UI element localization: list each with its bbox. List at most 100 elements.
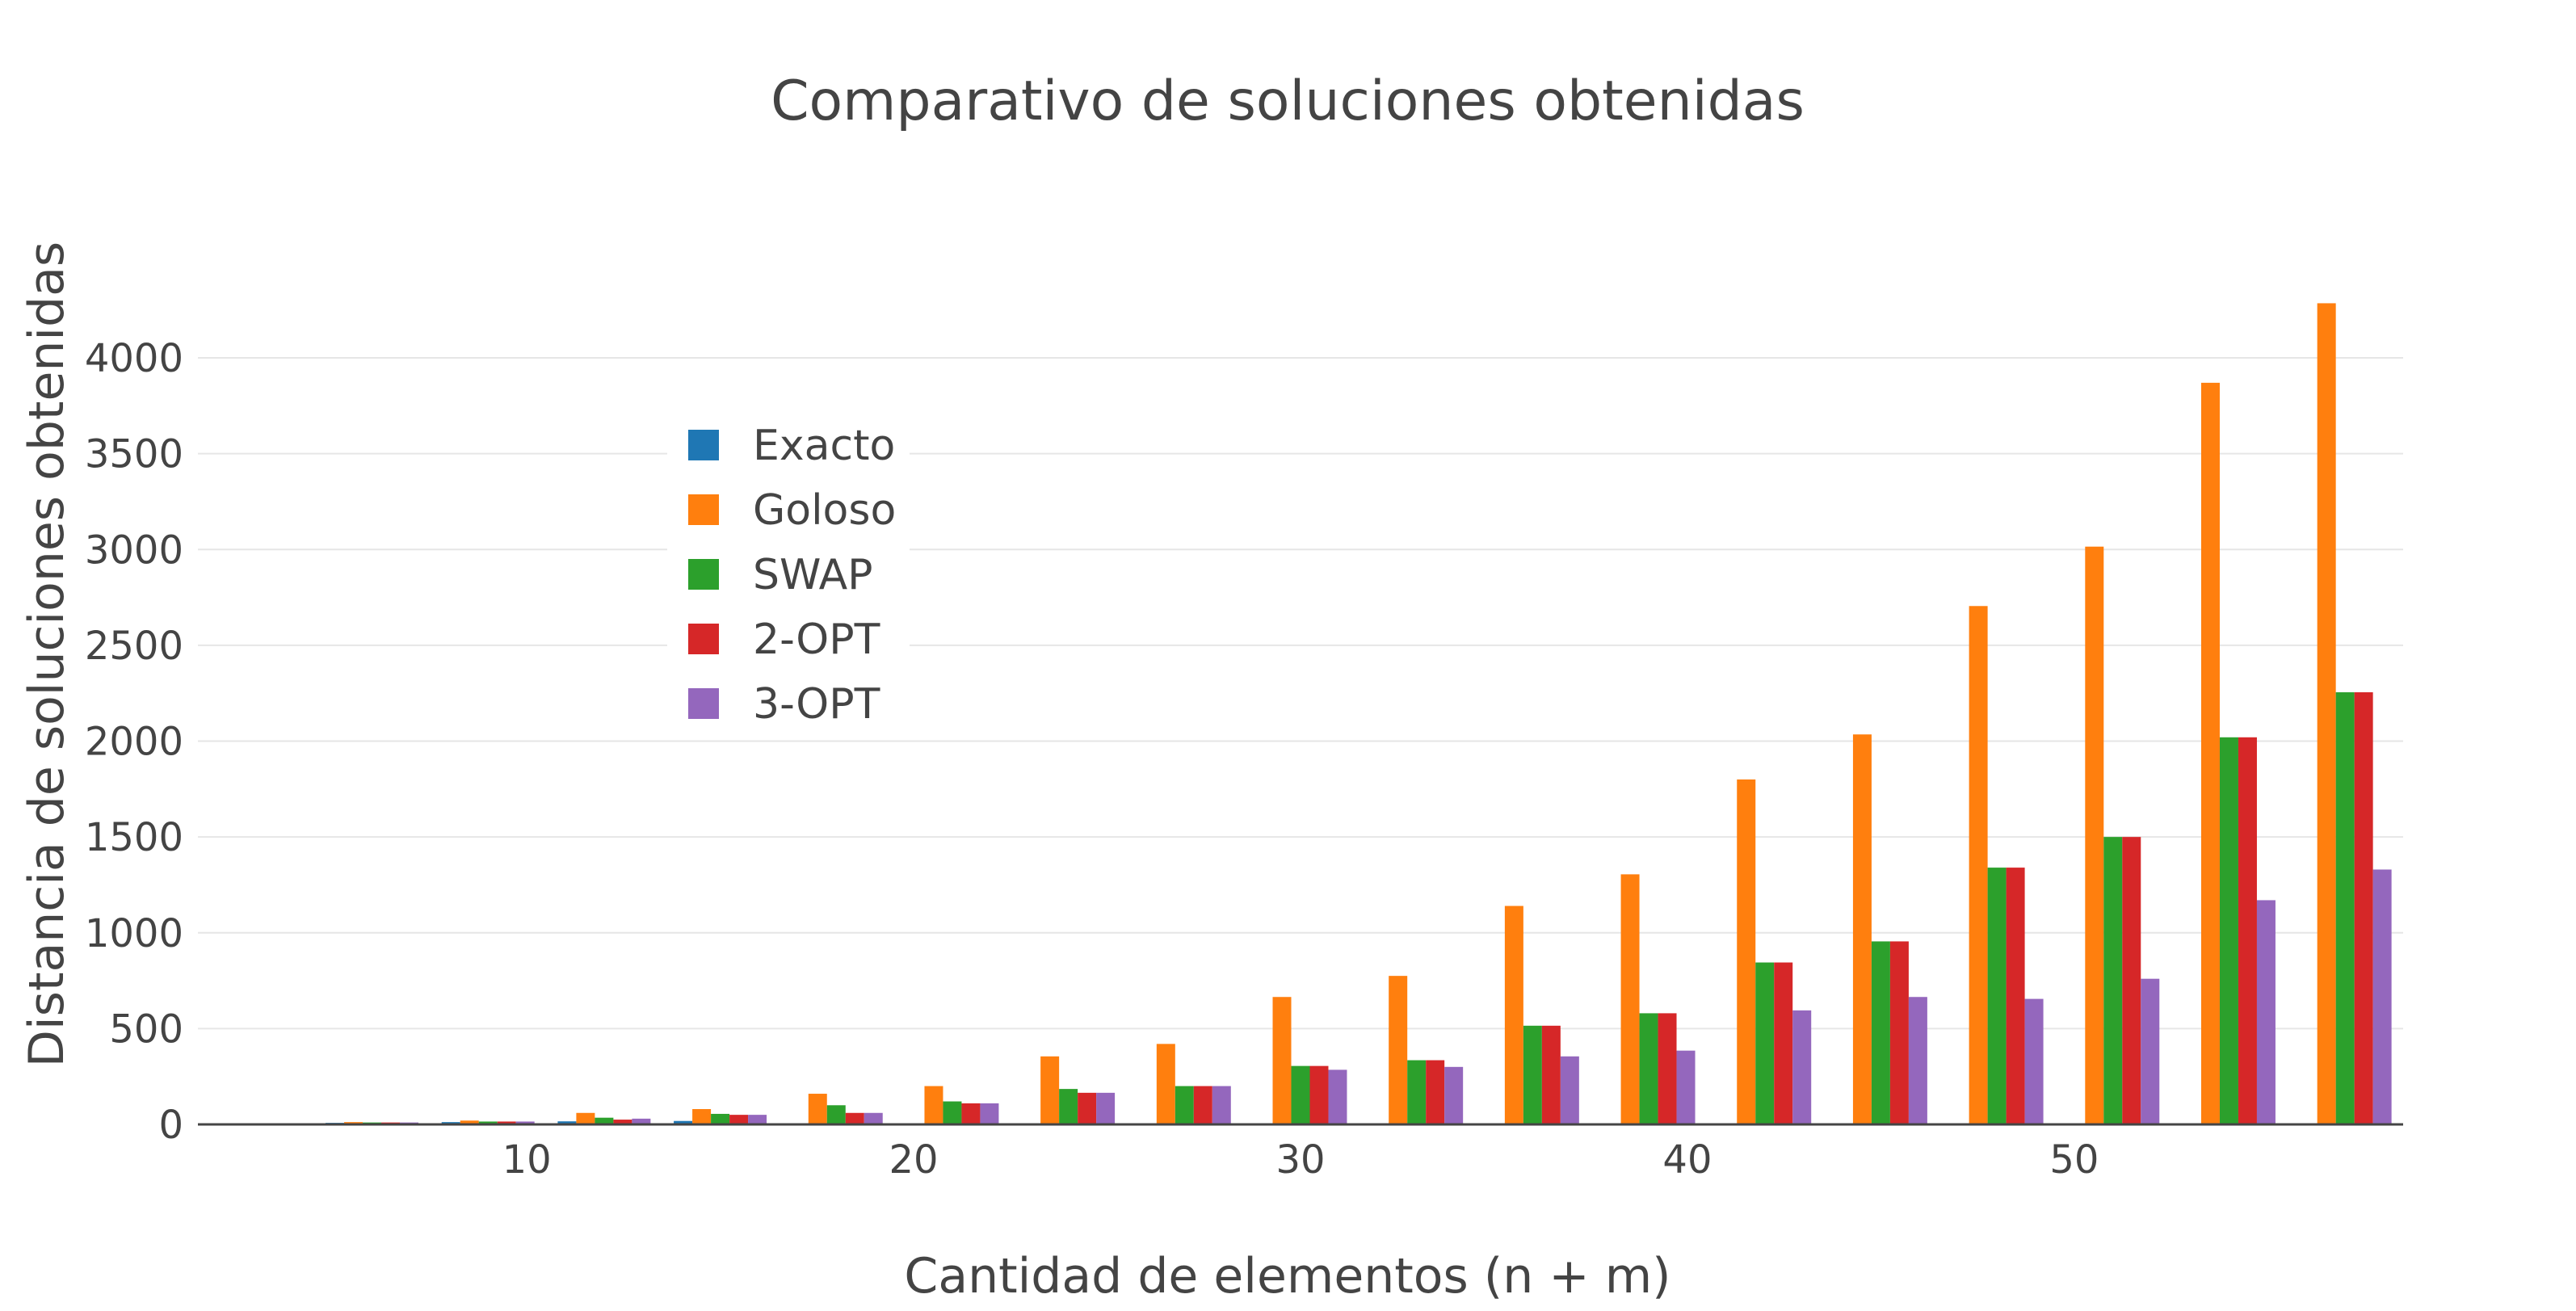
bar-2-opt-36 xyxy=(1541,1025,1561,1124)
bar-2-opt-21 xyxy=(961,1103,981,1124)
legend-label: Exacto xyxy=(753,422,895,470)
legend-label: Goloso xyxy=(753,486,896,535)
bar-swap-48 xyxy=(1987,868,2007,1124)
bar-swap-18 xyxy=(826,1105,846,1124)
bar-swap-54 xyxy=(2219,737,2238,1124)
legend-swatch xyxy=(688,559,719,590)
legend-label: 2-OPT xyxy=(753,616,880,664)
x-axis-ticks: 10 20 30 40 50 xyxy=(502,1137,2099,1183)
y-tick-label: 2000 xyxy=(85,720,183,765)
bar-3-opt-51 xyxy=(2141,978,2160,1124)
bar-exacto-15 xyxy=(674,1120,693,1124)
bar-goloso-36 xyxy=(1504,906,1523,1124)
bar-2-opt-45 xyxy=(1889,941,1909,1124)
bar-3-opt-42 xyxy=(1792,1010,1812,1124)
bar-goloso-42 xyxy=(1737,779,1756,1124)
bar-goloso-18 xyxy=(808,1094,827,1124)
bar-goloso-39 xyxy=(1620,874,1640,1124)
legend-swatch xyxy=(688,494,719,525)
bar-3-opt-9 xyxy=(515,1121,535,1124)
bar-3-opt-54 xyxy=(2256,900,2276,1124)
bar-2-opt-12 xyxy=(613,1120,632,1124)
bar-goloso-27 xyxy=(1156,1044,1175,1124)
bar-goloso-15 xyxy=(692,1109,712,1124)
bar-swap-51 xyxy=(2103,837,2123,1124)
bar-2-opt-15 xyxy=(729,1115,749,1124)
bar-swap-42 xyxy=(1755,962,1775,1124)
y-axis-title: Distancia de soluciones obtenidas xyxy=(19,242,75,1067)
legend-swatch xyxy=(688,430,719,460)
bar-swap-57 xyxy=(2335,692,2355,1124)
bar-swap-33 xyxy=(1407,1060,1427,1124)
y-tick-label: 3500 xyxy=(85,432,183,477)
bar-2-opt-48 xyxy=(2006,868,2025,1124)
bar-2-opt-39 xyxy=(1658,1013,1677,1124)
bar-exacto-12 xyxy=(557,1121,577,1124)
bar-goloso-21 xyxy=(924,1086,943,1124)
bar-3-opt-45 xyxy=(1908,997,1927,1124)
bar-2-opt-54 xyxy=(2238,737,2257,1124)
bar-3-opt-24 xyxy=(1096,1092,1116,1124)
bar-3-opt-18 xyxy=(864,1112,883,1124)
bar-2-opt-42 xyxy=(1774,962,1793,1124)
bar-swap-39 xyxy=(1639,1013,1658,1124)
bar-3-opt-57 xyxy=(2372,869,2392,1124)
bar-2-opt-24 xyxy=(1078,1092,1097,1124)
bar-2-opt-30 xyxy=(1309,1065,1329,1124)
x-axis-title: Cantidad de elementos (n + m) xyxy=(904,1248,1670,1305)
bar-goloso-24 xyxy=(1040,1056,1060,1124)
bar-swap-24 xyxy=(1059,1089,1078,1124)
grid-lines xyxy=(198,357,2403,1030)
y-tick-label: 1000 xyxy=(85,911,183,956)
bar-3-opt-27 xyxy=(1212,1086,1231,1124)
bar-swap-30 xyxy=(1291,1065,1310,1124)
y-tick-label: 4000 xyxy=(85,336,183,381)
legend-label: SWAP xyxy=(753,551,873,599)
y-tick-label: 1500 xyxy=(85,815,183,860)
x-tick-label: 10 xyxy=(502,1137,552,1183)
y-tick-label: 0 xyxy=(158,1103,183,1148)
y-tick-label: 2500 xyxy=(85,624,183,669)
bar-3-opt-48 xyxy=(2024,998,2044,1124)
bar-2-opt-9 xyxy=(497,1121,516,1124)
bar-3-opt-39 xyxy=(1676,1050,1696,1124)
bar-swap-15 xyxy=(711,1113,730,1124)
x-tick-label: 30 xyxy=(1275,1137,1325,1183)
bar-3-opt-30 xyxy=(1328,1069,1347,1124)
x-tick-label: 20 xyxy=(889,1137,939,1183)
y-tick-label: 500 xyxy=(109,1006,183,1052)
bar-3-opt-21 xyxy=(980,1103,999,1124)
x-tick-label: 50 xyxy=(2049,1137,2099,1183)
bar-swap-27 xyxy=(1175,1086,1194,1124)
bars xyxy=(326,303,2392,1125)
bar-goloso-9 xyxy=(460,1120,479,1124)
bar-goloso-57 xyxy=(2317,303,2336,1125)
bar-goloso-45 xyxy=(1852,734,1872,1124)
bar-2-opt-18 xyxy=(845,1112,864,1124)
bar-2-opt-33 xyxy=(1426,1060,1445,1124)
bar-swap-21 xyxy=(943,1101,962,1124)
legend-label: 3-OPT xyxy=(753,680,880,729)
bar-swap-9 xyxy=(478,1121,498,1124)
bar-goloso-48 xyxy=(1969,606,1988,1124)
bar-2-opt-51 xyxy=(2122,837,2141,1124)
bar-3-opt-33 xyxy=(1444,1066,1464,1124)
legend-swatch xyxy=(688,624,719,654)
bar-goloso-33 xyxy=(1389,976,1408,1124)
legend-swatch xyxy=(688,688,719,719)
bar-goloso-51 xyxy=(2085,546,2104,1124)
bar-goloso-12 xyxy=(576,1112,595,1124)
bar-swap-36 xyxy=(1523,1025,1542,1124)
bar-swap-45 xyxy=(1871,941,1890,1124)
bar-3-opt-12 xyxy=(632,1118,651,1124)
bar-3-opt-36 xyxy=(1560,1056,1579,1124)
bar-2-opt-57 xyxy=(2354,692,2373,1124)
legend: Exacto Goloso SWAP 2-OPT 3-OPT xyxy=(667,408,910,739)
y-axis-ticks: 0 500 1000 1500 2000 2500 3000 3500 4000 xyxy=(85,336,183,1148)
y-tick-label: 3000 xyxy=(85,527,183,573)
bar-goloso-54 xyxy=(2200,382,2220,1124)
bar-goloso-30 xyxy=(1272,997,1292,1124)
bar-swap-12 xyxy=(595,1117,614,1124)
chart-title: Comparativo de soluciones obtenidas xyxy=(771,69,1805,133)
